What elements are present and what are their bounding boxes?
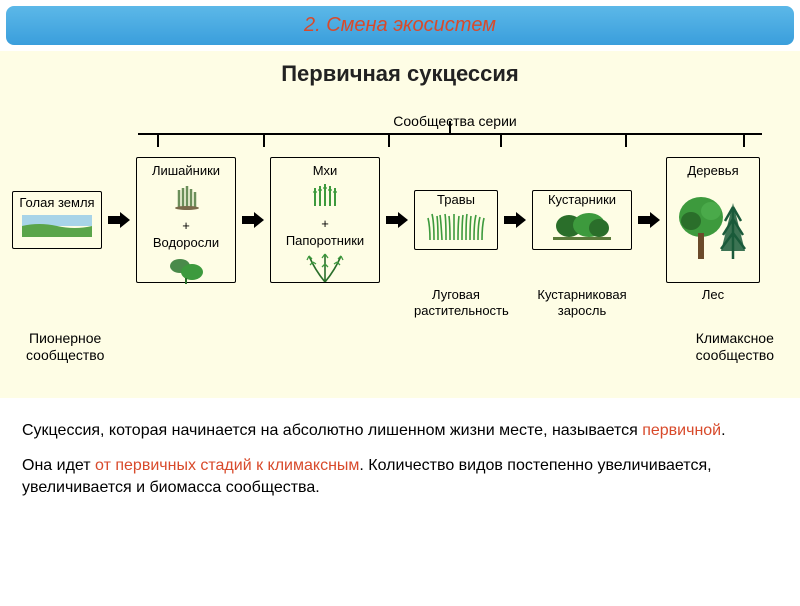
stage-label: Травы — [437, 192, 475, 208]
series-bracket — [138, 133, 762, 151]
p1-pre: Сукцессия, которая начинается на абсолют… — [22, 422, 642, 439]
shrub-icon — [553, 212, 611, 245]
paragraph-1: Сукцессия, которая начинается на абсолют… — [22, 420, 778, 442]
arrow-icon — [386, 212, 408, 228]
arrow-icon — [504, 212, 526, 228]
bracket-tick — [263, 133, 265, 147]
bracket-tick — [500, 133, 502, 147]
header-title: 2. Смена экосистем — [304, 14, 496, 36]
arrow-icon — [108, 212, 130, 228]
stage-trees: Деревья — [666, 157, 760, 283]
bracket-tick — [388, 133, 390, 147]
stage-bare-earth: Голая земля — [12, 191, 102, 249]
description-text: Сукцессия, которая начинается на абсолют… — [0, 398, 800, 523]
bracket-line — [138, 133, 762, 135]
arrow-icon — [638, 212, 660, 228]
bracket-tick — [743, 133, 745, 147]
stage-label: Деревья — [687, 163, 738, 179]
bare-earth-icon — [22, 215, 92, 242]
captions-row: Луговая растительность Кустарниковая зар… — [8, 283, 792, 318]
caption-meadow: Луговая растительность — [414, 287, 498, 318]
arrow-icon — [242, 212, 264, 228]
stage-label: Голая земля — [19, 195, 94, 211]
stage-plus: + — [321, 216, 329, 232]
stage-label-top: Лишайники — [152, 163, 220, 179]
stage-label-top: Мхи — [313, 163, 338, 179]
diagram-area: Первичная сукцессия Сообщества серии Гол… — [0, 51, 800, 398]
series-label: Сообщества серии — [8, 113, 792, 129]
caption-forest: Лес — [666, 287, 760, 318]
algae-icon — [166, 254, 206, 289]
caption-shrubland: Кустарниковая заросль — [532, 287, 632, 318]
stage-label-bottom: Папоротники — [286, 233, 364, 249]
stage-mosses-ferns: Мхи + Папоротники — [270, 157, 380, 283]
header-bar: 2. Смена экосистем — [6, 6, 794, 45]
stage-lichens-algae: Лишайники + Водоросли — [136, 157, 236, 283]
stage-plus: + — [182, 218, 190, 234]
trees-icon — [673, 193, 753, 268]
p1-post: . — [721, 422, 725, 439]
lichen-icon — [169, 182, 203, 215]
fern-icon — [303, 252, 347, 287]
stage-label-bottom: Водоросли — [153, 235, 219, 251]
stages-row: Голая земля Лишайники + Водоросли — [8, 157, 792, 283]
pioneer-label: Пионерноесообщество — [26, 330, 104, 364]
bracket-tick — [625, 133, 627, 147]
moss-icon — [307, 182, 343, 213]
p1-highlight: первичной — [642, 422, 721, 439]
climax-label: Климаксноесообщество — [696, 330, 774, 364]
p2-pre: Она идет — [22, 457, 95, 474]
diagram-subtitle: Первичная сукцессия — [8, 61, 792, 87]
pioneer-text: Пионерноесообщество — [26, 330, 104, 363]
paragraph-2: Она идет от первичных стадий к климаксны… — [22, 455, 778, 498]
bottom-labels: Пионерноесообщество Климаксноесообщество — [8, 318, 792, 364]
bracket-center-tick — [449, 121, 451, 133]
climax-text: Климаксноесообщество — [696, 330, 774, 363]
grass-icon — [426, 212, 486, 245]
bracket-tick — [157, 133, 159, 147]
p2-highlight: от первичных стадий к климаксным — [95, 457, 359, 474]
stage-shrubs: Кустарники — [532, 190, 632, 250]
stage-grasses: Травы — [414, 190, 498, 250]
stage-label: Кустарники — [548, 192, 616, 208]
